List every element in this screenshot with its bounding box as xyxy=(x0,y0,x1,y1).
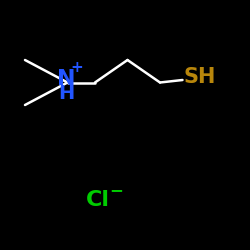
Text: +: + xyxy=(71,60,84,76)
Text: SH: SH xyxy=(184,68,216,87)
Text: −: − xyxy=(109,182,123,200)
Text: H: H xyxy=(58,84,74,103)
Text: Cl: Cl xyxy=(86,190,110,210)
Text: N: N xyxy=(57,69,76,89)
